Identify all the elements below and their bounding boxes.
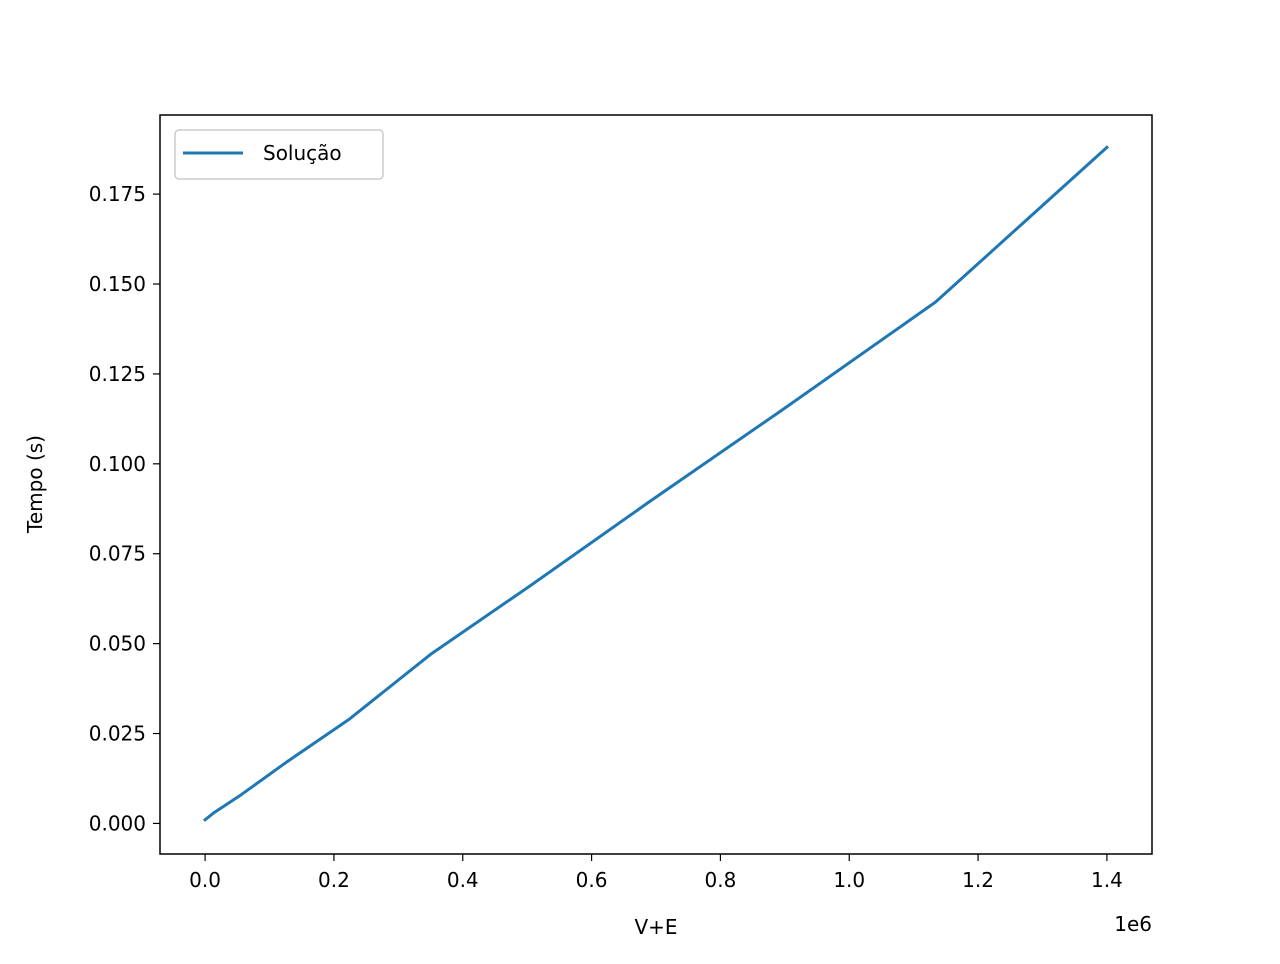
y-axis-label: Tempo (s) [23,435,47,534]
x-tick-label: 0.4 [447,868,479,892]
y-tick-label: 0.175 [89,182,146,206]
x-tick-label: 0.2 [318,868,350,892]
y-tick-label: 0.100 [89,452,146,476]
x-tick-label: 0.8 [705,868,737,892]
y-tick-label: 0.000 [89,811,146,835]
x-axis-offset-label: 1e6 [1114,912,1152,936]
axes-frame [159,114,1153,855]
x-axis-label: V+E [634,915,677,939]
y-tick-label: 0.050 [89,632,146,656]
x-tick-label: 0.0 [189,868,221,892]
y-tick-label: 0.125 [89,362,146,386]
x-tick-label: 1.0 [833,868,865,892]
x-tick-label: 0.6 [576,868,608,892]
legend: Solução [174,129,384,180]
series-line-0 [202,145,1110,822]
x-tick-label: 1.2 [962,868,994,892]
legend-box [174,129,384,180]
y-tick-label: 0.150 [89,272,146,296]
y-axis: 0.000 0.025 0.050 0.075 0.100 0.125 0.150 0.175 [89,182,160,835]
x-axis: 0.0 0.2 0.4 0.6 0.8 1.0 1.2 1.4 [189,854,1123,892]
legend-label: Solução [263,141,342,165]
y-tick-label: 0.025 [89,722,146,746]
y-tick-label: 0.075 [89,542,146,566]
series-layer [202,145,1110,822]
x-tick-label: 1.4 [1091,868,1123,892]
